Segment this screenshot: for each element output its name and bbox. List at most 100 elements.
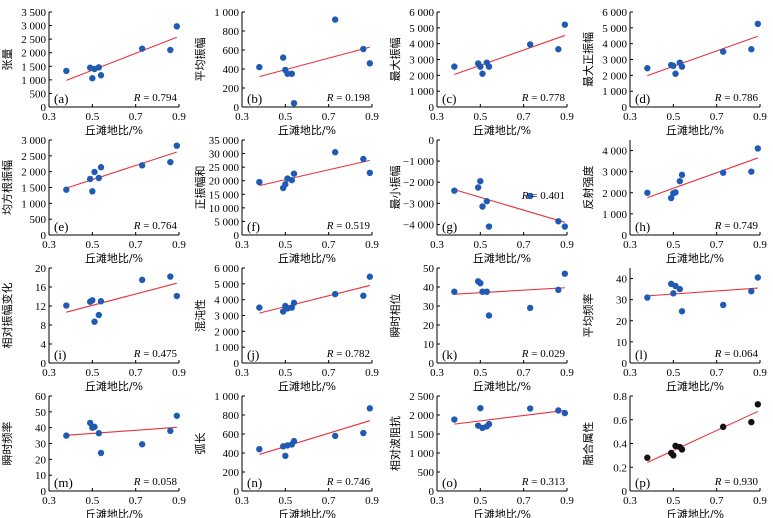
x-tick-label: 0.3 — [623, 239, 637, 251]
y-tick-label: 600 — [223, 429, 240, 441]
r-symbol: R — [521, 476, 529, 488]
y-tick-label: 2 000 — [21, 167, 46, 179]
data-point — [97, 164, 105, 171]
x-tick-label: 0.5 — [666, 367, 680, 379]
x-tick-label: 0.3 — [623, 495, 637, 507]
data-point — [477, 63, 484, 70]
data-point — [256, 178, 263, 186]
data-point — [667, 194, 675, 202]
y-tick-label: 1 000 — [214, 391, 239, 403]
data-point — [138, 441, 146, 448]
y-tick-label: 2 000 — [409, 410, 434, 422]
regression-line — [454, 287, 565, 295]
data-point — [485, 223, 493, 230]
x-axis-label: 丘滩地比/% — [666, 507, 724, 518]
y-tick-label: 0 — [234, 358, 240, 370]
panel-e: 0 500 1 000 1 500 2 000 2 500 3 000 0.3 0.5 0.7 0.… — [0, 135, 186, 265]
data-point — [555, 286, 562, 294]
data-point — [678, 63, 686, 70]
y-tick-label: 3 000 — [214, 311, 239, 323]
data-point — [644, 189, 651, 196]
y-tick-label: 0.8 — [613, 391, 627, 403]
data-point — [526, 405, 534, 412]
data-point — [91, 318, 98, 325]
data-point — [97, 449, 105, 457]
y-tick-label: 5 000 — [214, 216, 239, 228]
data-point — [451, 63, 458, 70]
data-point — [644, 294, 651, 301]
y-tick-label: 0 — [234, 230, 240, 242]
panel-label: (k) — [442, 347, 457, 362]
x-tick-label: 0.3 — [430, 495, 444, 507]
panel-label: (f) — [247, 219, 260, 234]
y-tick-label: 3 000 — [409, 55, 434, 67]
data-point — [63, 302, 70, 309]
data-point — [748, 418, 755, 426]
x-tick-label: 0.9 — [365, 239, 379, 251]
y-axis-label: 最大正振幅 — [581, 32, 595, 87]
panel-label: (g) — [442, 219, 457, 234]
data-point — [754, 145, 762, 152]
y-tick-label: 1 000 — [409, 86, 434, 98]
x-axis-label: 丘滩地比/% — [85, 251, 143, 265]
y-axis-label: 反射强度 — [581, 166, 595, 210]
data-point — [366, 273, 374, 280]
r-value: R = 0.749 — [714, 220, 759, 232]
r-symbol: R — [133, 476, 141, 488]
y-tick-label: 600 — [223, 45, 240, 57]
x-tick-label: 0.3 — [235, 495, 249, 507]
x-tick-label: 0.5 — [473, 367, 487, 379]
data-point — [256, 446, 263, 453]
r-number: = 0.764 — [141, 220, 178, 232]
y-tick-label: 20 — [616, 316, 628, 328]
data-point — [173, 292, 181, 300]
r-symbol: R — [521, 92, 529, 104]
y-tick-label: 200 — [223, 83, 240, 95]
y-tick-label: 16 — [35, 282, 47, 294]
panel-label: (n) — [247, 475, 262, 490]
x-tick-label: 0.3 — [430, 367, 444, 379]
y-tick-label: 4 000 — [409, 39, 434, 51]
y-tick-label: 50 — [423, 263, 435, 275]
panel-label: (j) — [247, 347, 259, 362]
r-number: = 0.746 — [334, 476, 371, 488]
data-point — [167, 427, 174, 435]
data-point — [288, 304, 296, 311]
data-point — [97, 298, 105, 305]
data-point — [63, 67, 70, 75]
x-tick-label: 0.9 — [560, 111, 574, 123]
data-point — [451, 187, 458, 194]
x-tick-label: 0.9 — [172, 367, 186, 379]
y-tick-label: 30 — [423, 301, 435, 313]
y-tick-label: 20 — [35, 454, 47, 466]
data-point — [477, 280, 484, 287]
data-point — [138, 162, 146, 169]
x-tick-label: 0.3 — [623, 367, 637, 379]
r-value: R = 0.475 — [133, 348, 178, 360]
x-tick-label: 0.7 — [129, 111, 143, 123]
data-point — [676, 177, 684, 185]
y-tick-label: 10 — [423, 339, 435, 351]
data-point — [360, 155, 367, 163]
r-value: R = 0.401 — [521, 190, 565, 202]
r-value: R = 0.064 — [714, 348, 759, 360]
y-tick-label: −3 000 — [403, 198, 434, 210]
y-tick-label: 0 — [41, 102, 47, 114]
panel-b: 0 200 400 600 800 1 000 0.3 0.5 0.7 0.9 丘滩地比/% 平均振幅… — [193, 7, 379, 137]
r-value: R = 0.786 — [714, 92, 759, 104]
r-value: R = 0.764 — [133, 220, 178, 232]
y-tick-label: 0 — [622, 230, 628, 242]
y-tick-label: 6 000 — [602, 7, 627, 19]
x-tick-label: 0.7 — [129, 239, 143, 251]
x-tick-label: 0.9 — [560, 239, 574, 251]
y-tick-label: 0 — [41, 486, 47, 498]
y-tick-label: 2 000 — [602, 188, 627, 200]
y-tick-label: 50 — [35, 407, 47, 419]
data-point — [173, 412, 181, 419]
y-tick-label: 1 000 — [602, 86, 627, 98]
panel-k: 0 10 20 30 40 50 0.3 0.5 0.7 0.9 丘滩地比/% 瞬时相位 (k) R = … — [388, 263, 574, 393]
data-point — [167, 273, 174, 280]
regression-line — [647, 35, 759, 77]
y-tick-label: 400 — [223, 448, 240, 460]
data-point — [256, 63, 263, 71]
